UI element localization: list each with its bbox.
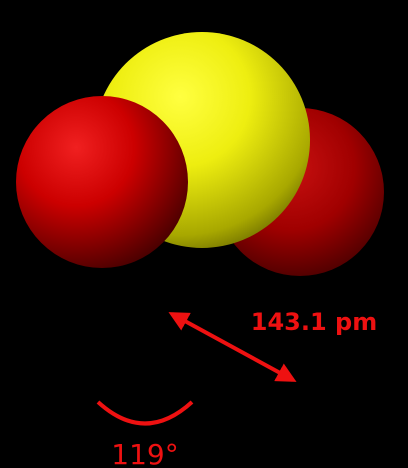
page: 143.1 pm 119° (() => { const data = JSON… (0, 0, 408, 468)
oxygen-atom (16, 96, 188, 268)
bond-length-label: 143.1 pm (251, 308, 377, 336)
bond-angle-label: 119° (111, 438, 178, 468)
molecule-diagram: 143.1 pm 119° (0, 0, 408, 468)
